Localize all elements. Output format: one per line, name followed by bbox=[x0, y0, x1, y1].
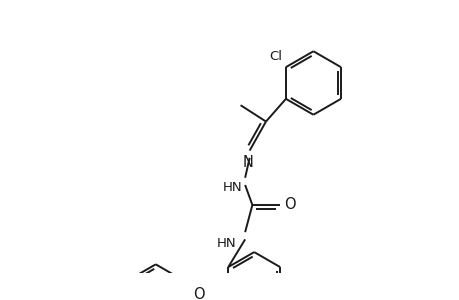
Text: HN: HN bbox=[216, 237, 235, 250]
Text: O: O bbox=[193, 287, 204, 300]
Text: O: O bbox=[284, 197, 295, 212]
Text: Cl: Cl bbox=[269, 50, 282, 64]
Text: N: N bbox=[242, 155, 253, 170]
Text: HN: HN bbox=[222, 182, 242, 194]
